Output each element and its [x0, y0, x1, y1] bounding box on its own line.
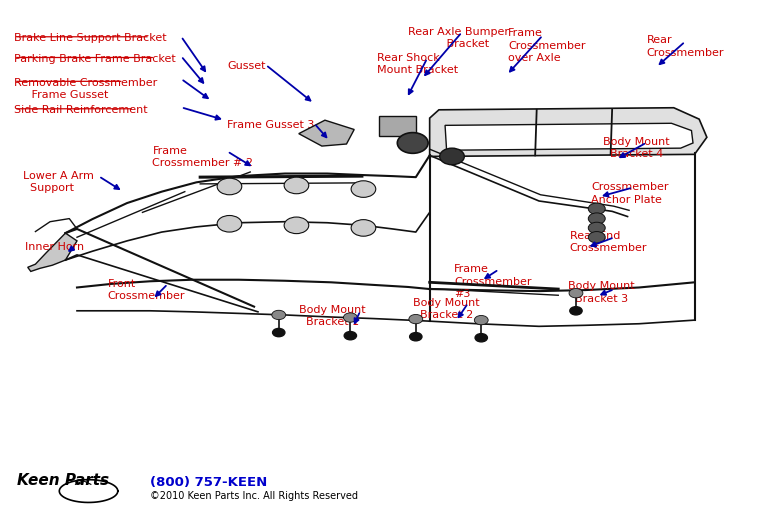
Text: Crossmember
Anchor Plate: Crossmember Anchor Plate	[591, 182, 669, 205]
Circle shape	[410, 333, 422, 341]
Text: Keen Parts: Keen Parts	[17, 473, 109, 488]
Text: Inner Horn: Inner Horn	[25, 242, 84, 252]
Polygon shape	[28, 233, 77, 271]
Text: Body Mount
Bracket 1: Body Mount Bracket 1	[299, 305, 366, 327]
Text: Removable Crossmember
     Frame Gusset: Removable Crossmember Frame Gusset	[14, 78, 157, 100]
Text: Lower A Arm
  Support: Lower A Arm Support	[23, 171, 94, 193]
Circle shape	[351, 220, 376, 236]
Circle shape	[351, 181, 376, 197]
Circle shape	[588, 213, 605, 224]
Text: Frame
Crossmember
over Axle: Frame Crossmember over Axle	[508, 28, 586, 63]
Circle shape	[588, 232, 605, 243]
Circle shape	[474, 315, 488, 325]
Text: Rear Shock
Mount Bracket: Rear Shock Mount Bracket	[377, 53, 458, 75]
Circle shape	[440, 148, 464, 165]
Circle shape	[344, 332, 357, 340]
Bar	[379, 116, 416, 136]
Text: Brake Line Support Bracket: Brake Line Support Bracket	[14, 33, 166, 43]
Text: Rear End
Crossmember: Rear End Crossmember	[570, 231, 648, 253]
Text: Rear
Crossmember: Rear Crossmember	[647, 35, 725, 57]
Text: Body Mount
Bracket 2: Body Mount Bracket 2	[413, 298, 480, 320]
Circle shape	[588, 222, 605, 234]
Text: ©2010 Keen Parts Inc. All Rights Reserved: ©2010 Keen Parts Inc. All Rights Reserve…	[150, 491, 358, 501]
Text: Body Mount
Bracket 4: Body Mount Bracket 4	[603, 137, 670, 159]
Text: Rear Axle Bumper
     Bracket: Rear Axle Bumper Bracket	[408, 27, 509, 49]
Circle shape	[273, 328, 285, 337]
Circle shape	[343, 313, 357, 322]
Text: Frame Gusset 3: Frame Gusset 3	[227, 120, 314, 130]
Circle shape	[217, 215, 242, 232]
Circle shape	[570, 307, 582, 315]
Circle shape	[588, 203, 605, 214]
Text: Front
Crossmember: Front Crossmember	[108, 279, 186, 301]
Text: Side Rail Reinforcement: Side Rail Reinforcement	[14, 105, 148, 115]
Text: Body Mount
Bracket 3: Body Mount Bracket 3	[568, 281, 635, 304]
Circle shape	[397, 133, 428, 153]
Circle shape	[272, 310, 286, 320]
Polygon shape	[445, 123, 693, 150]
Circle shape	[409, 314, 423, 324]
Text: Frame
Crossmember # 2: Frame Crossmember # 2	[152, 146, 253, 168]
Circle shape	[217, 178, 242, 195]
Circle shape	[569, 289, 583, 298]
Text: Gusset: Gusset	[227, 61, 266, 71]
Text: (800) 757-KEEN: (800) 757-KEEN	[150, 476, 267, 490]
Polygon shape	[430, 108, 707, 156]
Polygon shape	[299, 120, 354, 146]
Circle shape	[284, 217, 309, 234]
Circle shape	[475, 334, 487, 342]
Circle shape	[284, 177, 309, 194]
Text: Frame
Crossmember
#3: Frame Crossmember #3	[454, 264, 532, 299]
Text: Parking Brake Frame Bracket: Parking Brake Frame Bracket	[14, 54, 176, 64]
